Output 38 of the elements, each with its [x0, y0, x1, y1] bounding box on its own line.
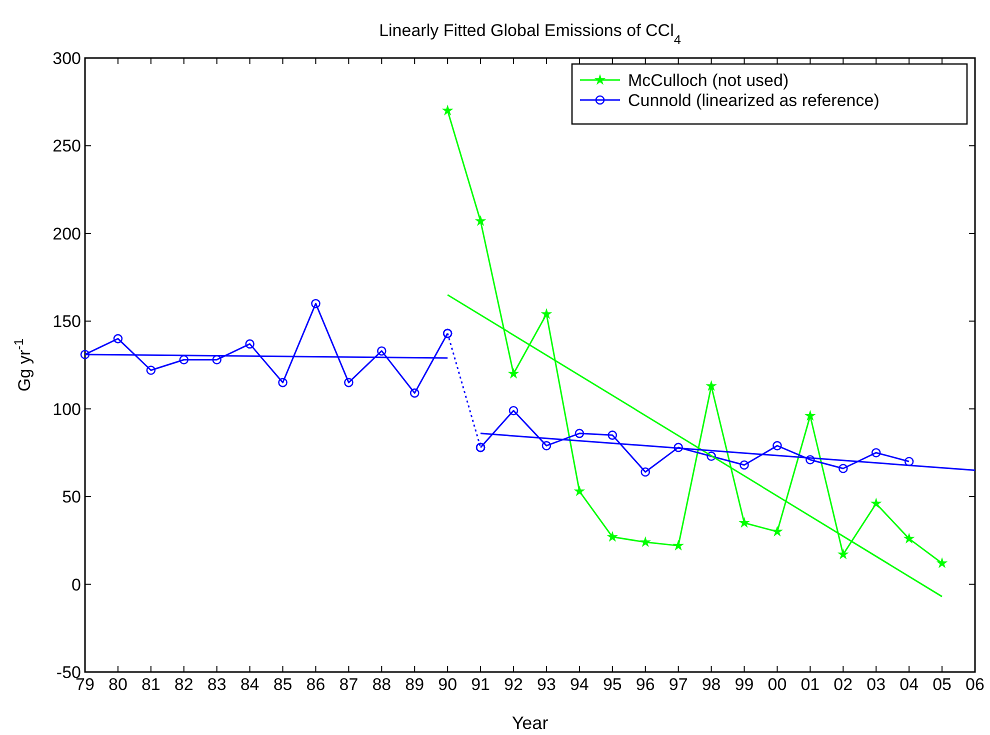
- x-tick-label: 90: [438, 675, 458, 694]
- x-tick-label: 87: [339, 675, 358, 694]
- x-tick-label: 01: [800, 675, 820, 694]
- x-tick-label: 80: [108, 675, 128, 694]
- y-tick-label: 50: [62, 488, 81, 507]
- y-tick-label: 300: [52, 49, 81, 68]
- x-tick-label: 81: [141, 675, 160, 694]
- y-tick-label: 150: [52, 312, 81, 332]
- x-tick-label: 00: [768, 675, 787, 694]
- x-tick-label: 05: [932, 675, 952, 694]
- x-tick-label: 04: [900, 675, 919, 694]
- x-tick-label: 97: [668, 675, 688, 694]
- x-tick-label: 98: [702, 675, 721, 694]
- x-tick-label: 86: [306, 675, 326, 694]
- y-tick-label: 250: [52, 136, 81, 156]
- x-tick-label: 91: [471, 675, 490, 694]
- x-axis-title: Year: [512, 713, 548, 733]
- x-tick-label: 85: [273, 675, 292, 694]
- x-tick-label: 89: [405, 675, 424, 694]
- x-tick-label: 82: [174, 675, 194, 694]
- x-tick-label: 92: [504, 675, 523, 694]
- y-tick-label: 100: [52, 400, 81, 419]
- x-tick-label: 99: [734, 675, 754, 694]
- x-tick-label: 88: [372, 675, 392, 694]
- x-tick-label: 83: [207, 675, 226, 694]
- legend-label: McCulloch (not used): [628, 71, 789, 90]
- x-tick-label: 84: [240, 675, 260, 694]
- chart-title: Linearly Fitted Global Emissions of CCl$_{4}$: [379, 21, 681, 46]
- x-tick-label: 96: [636, 675, 655, 694]
- x-tick-label: 06: [966, 675, 984, 694]
- x-tick-label: 94: [570, 675, 589, 694]
- legend-label: Cunnold (linearized as reference): [628, 91, 880, 110]
- x-tick-label: 03: [866, 675, 886, 694]
- x-tick-label: 95: [602, 675, 622, 694]
- x-tick-label: 02: [834, 675, 853, 694]
- y-tick-label: 0: [72, 575, 81, 594]
- x-tick-label: 93: [537, 675, 556, 694]
- y-tick-label: 200: [52, 224, 81, 244]
